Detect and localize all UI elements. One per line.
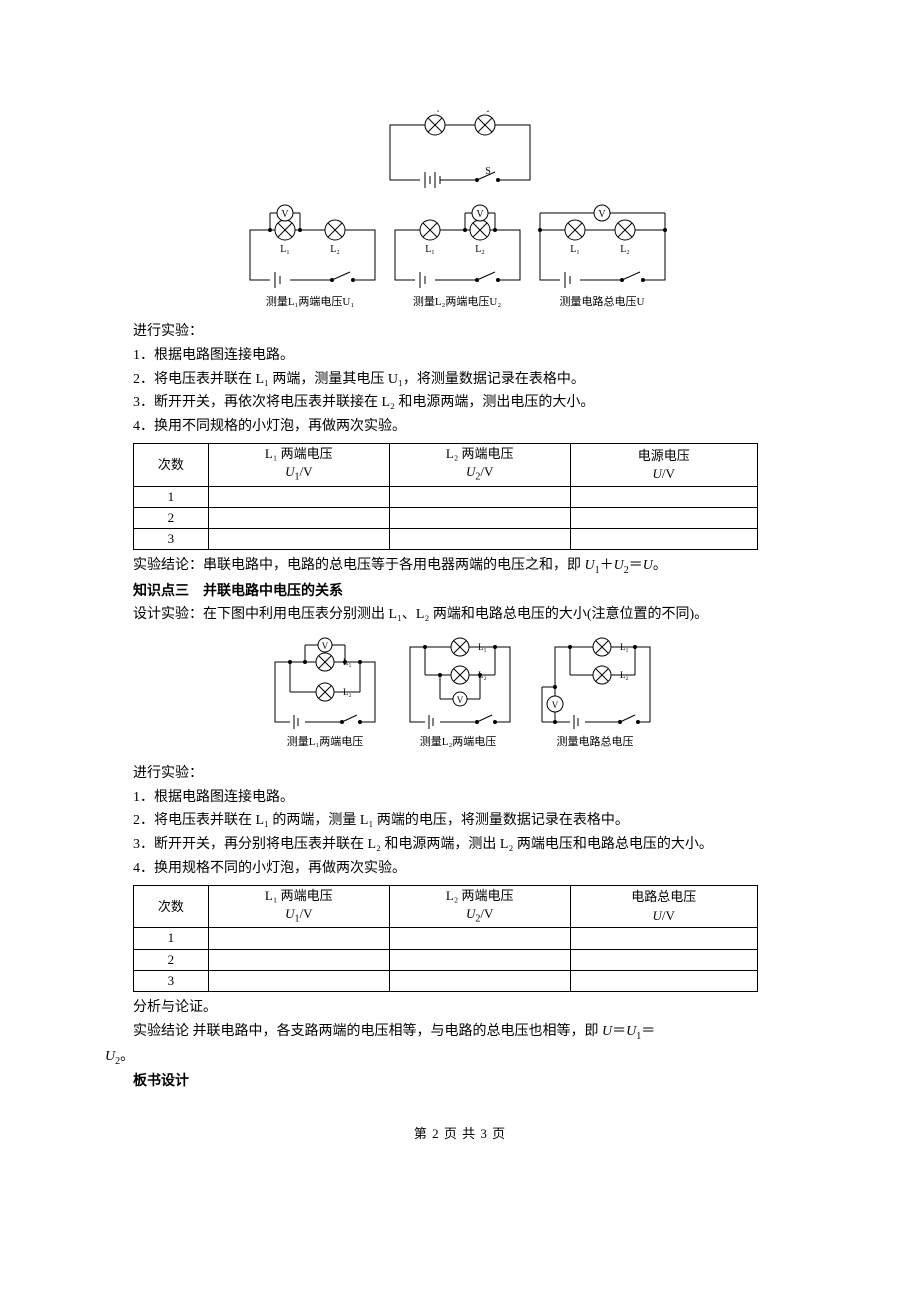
- t1-h1: L₁ 两端电压U1/V: [208, 443, 389, 486]
- svg-text:L₂: L₂: [475, 244, 485, 255]
- step-a4: 4．换用不同规格的小灯泡，再做两次实验。: [105, 415, 815, 439]
- t2-h2: L₂ 两端电压U2/V: [389, 885, 570, 928]
- svg-text:L₁: L₁: [425, 244, 435, 255]
- svg-text:测量L₁两端电压U₁: 测量L₁两端电压U₁: [266, 295, 354, 308]
- lamp2-label: L₂: [480, 110, 490, 113]
- conclusion-2: 实验结论 并联电路中，各支路两端的电压相等，与电路的总电压也相等，即 U＝U1＝: [105, 1020, 815, 1045]
- conclusion-1: 实验结论：串联电路中，电路的总电压等于各用电器两端的电压之和，即 U1＋U2＝U…: [105, 554, 815, 579]
- svg-text:V: V: [281, 209, 289, 220]
- svg-text:V: V: [552, 700, 559, 710]
- step-a1: 1．根据电路图连接电路。: [105, 344, 815, 368]
- svg-text:V: V: [476, 209, 484, 220]
- table-row: 1: [134, 928, 758, 949]
- t1-h3: 电源电压U/V: [570, 443, 757, 486]
- svg-text:测量电路总电压: 测量电路总电压: [557, 734, 634, 748]
- svg-text:测量L₂两端电压: 测量L₂两端电压: [420, 735, 497, 748]
- t1-h2: L₂ 两端电压U2/V: [389, 443, 570, 486]
- step-b2: 2．将电压表并联在 L₁ 的两端，测量 L₁ 两端的电压，将测量数据记录在表格中…: [105, 809, 815, 833]
- t2-h0: 次数: [134, 885, 209, 928]
- t2-h1: L₁ 两端电压U1/V: [208, 885, 389, 928]
- svg-text:L₁: L₁: [280, 244, 290, 255]
- t1-h0: 次数: [134, 443, 209, 486]
- section-a-heading: 进行实验：: [105, 320, 815, 344]
- svg-text:L₂: L₂: [330, 244, 340, 255]
- svg-text:V: V: [457, 695, 464, 705]
- experiment-table-1: 次数 L₁ 两端电压U1/V L₂ 两端电压U2/V 电源电压U/V 1 2 3: [133, 443, 758, 550]
- table-row: 1: [134, 486, 758, 507]
- step-a2: 2．将电压表并联在 L₁ 两端，测量其电压 U₁，将测量数据记录在表格中。: [105, 368, 815, 392]
- parallel-circuit-diagram: L₁ L₂ V L₁: [105, 637, 815, 752]
- page-footer: 第 2 页 共 3 页: [105, 1123, 815, 1145]
- table-row: 2: [134, 949, 758, 970]
- svg-text:V: V: [598, 209, 606, 220]
- kp3-design: 设计实验：在下图中利用电压表分别测出 L₁、L₂ 两端和电路总电压的大小(注意位…: [105, 603, 815, 627]
- analysis-heading: 分析与论证。: [105, 996, 815, 1020]
- table-row: 3: [134, 529, 758, 550]
- switch-label: S: [485, 166, 491, 177]
- step-b4: 4．换用规格不同的小灯泡，再做两次实验。: [105, 857, 815, 881]
- section-b-heading: 进行实验：: [105, 762, 815, 786]
- svg-text:L₁: L₁: [620, 642, 629, 652]
- knowledge-point-3-title: 知识点三 并联电路中电压的关系: [105, 579, 815, 603]
- svg-text:L₁: L₁: [478, 642, 487, 652]
- board-design-heading: 板书设计: [105, 1069, 815, 1093]
- svg-text:测量L₂两端电压U₂: 测量L₂两端电压U₂: [413, 295, 501, 308]
- svg-text:L₂: L₂: [620, 670, 629, 680]
- lamp1-label: L₁: [430, 110, 440, 113]
- step-a3: 3．断开开关，再依次将电压表并联接在 L₂ 和电源两端，测出电压的大小。: [105, 391, 815, 415]
- series-circuit-diagram: L₁ L₂ S L₁: [105, 110, 815, 310]
- svg-text:L₂: L₂: [343, 687, 352, 697]
- svg-text:测量L₁两端电压: 测量L₁两端电压: [287, 735, 364, 748]
- step-b1: 1．根据电路图连接电路。: [105, 786, 815, 810]
- svg-text:L₁: L₁: [570, 244, 580, 255]
- step-b3: 3．断开开关，再分别将电压表并联在 L₂ 和电源两端，测出 L₂ 两端电压和电路…: [105, 833, 815, 857]
- svg-text:L₂: L₂: [620, 244, 630, 255]
- t2-h3: 电路总电压U/V: [570, 885, 757, 928]
- svg-text:测量电路总电压U: 测量电路总电压U: [560, 294, 645, 308]
- conclusion-2-line2: U2。: [105, 1045, 815, 1070]
- table-row: 3: [134, 970, 758, 991]
- svg-text:V: V: [322, 641, 329, 651]
- experiment-table-2: 次数 L₁ 两端电压U1/V L₂ 两端电压U2/V 电路总电压U/V 1 2 …: [133, 885, 758, 992]
- table-row: 2: [134, 507, 758, 528]
